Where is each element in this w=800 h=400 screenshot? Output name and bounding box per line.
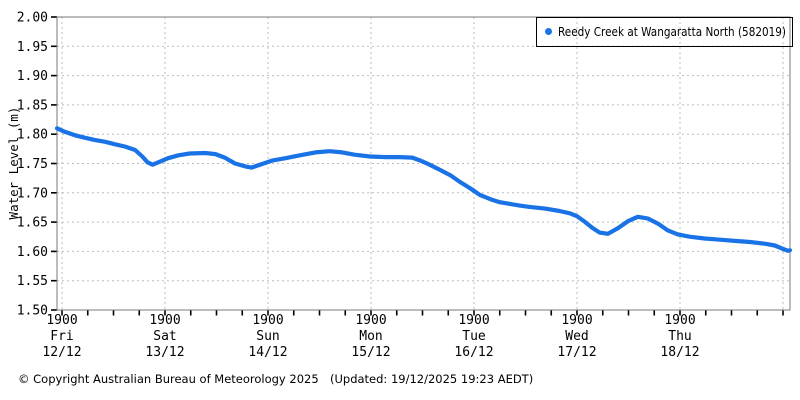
x-tick-label-time: 1900 [355,313,386,328]
x-tick-label-time: 1900 [664,313,695,328]
x-tick-label-day: Thu [668,329,691,344]
x-tick-label-day: Mon [359,329,382,344]
x-tick-label-date: 16/12 [454,345,493,360]
legend-marker-icon [545,28,552,35]
y-tick-label: 1.65 [17,216,48,231]
x-tick-label-time: 1900 [252,313,283,328]
legend: Reedy Creek at Wangaratta North (582019) [536,17,793,47]
x-tick-label-date: 13/12 [145,345,184,360]
x-tick-label-date: 17/12 [557,345,596,360]
y-tick-label: 1.80 [17,128,48,143]
x-tick-label-date: 12/12 [42,345,81,360]
y-tick-label: 1.90 [17,69,48,84]
x-tick-label-day: Sat [153,329,176,344]
y-tick-label: 1.70 [17,186,48,201]
y-tick-label: 1.55 [17,274,48,289]
x-tick-label-time: 1900 [561,313,592,328]
x-tick-label-time: 1900 [46,313,77,328]
y-axis-title: Water Level (m) [6,107,21,220]
x-tick-label-date: 14/12 [248,345,287,360]
x-tick-label-time: 1900 [149,313,180,328]
updated-text: (Updated: 19/12/2025 19:23 AEDT) [330,372,533,386]
x-tick-label-day: Tue [462,329,486,344]
axis-labels: 2.00 1.95 1.90 1.85 1.80 1.75 1.70 1.65 1.60 1.55… [17,11,700,361]
copyright-text: © Copyright Australian Bureau of Meteoro… [18,372,319,386]
y-tick-label: 1.85 [17,98,48,113]
x-tick-label-time: 1900 [458,313,489,328]
water-level-series-line [54,126,793,253]
x-tick-label-day: Sun [256,329,279,344]
x-tick-label-date: 15/12 [351,345,390,360]
y-tick-label: 2.00 [17,11,48,26]
y-tick-label: 1.60 [17,245,48,260]
y-tick-label: 1.75 [17,157,48,172]
x-tick-label-day: Wed [565,329,588,344]
y-tick-label: 1.50 [17,304,48,319]
y-tick-label: 1.95 [17,40,48,55]
plot-frame [56,16,791,311]
x-tick-label-date: 18/12 [660,345,699,360]
x-tick-label-day: Fri [50,329,73,344]
legend-label: Reedy Creek at Wangaratta North (582019) [558,25,786,39]
axis-ticks [51,16,784,316]
legend-box [536,17,793,47]
